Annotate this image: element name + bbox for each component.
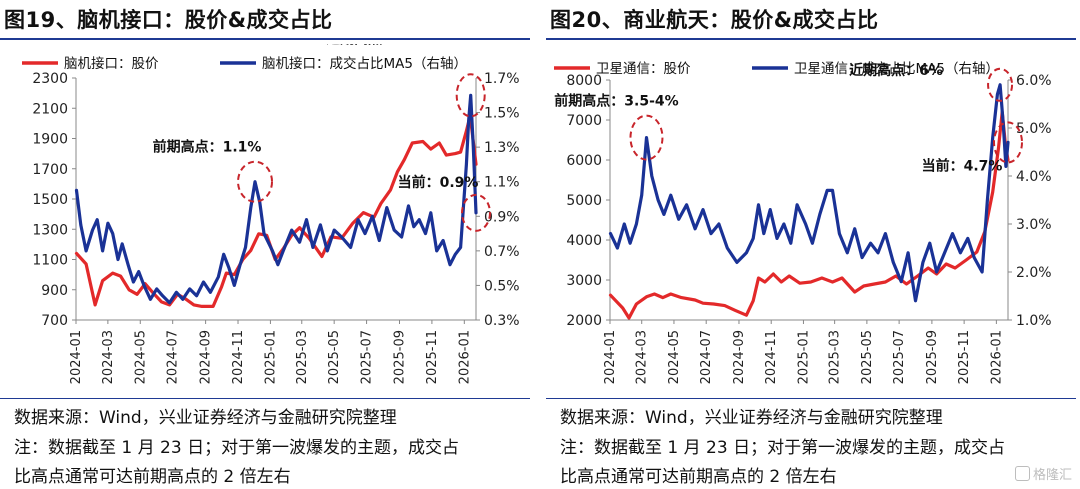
x-tick-label: 2025-11 <box>425 330 440 384</box>
chart-brain-computer-interface: 700 900 1100 1300 1500 1700 1900 2100 2300 0.3% 0.… <box>22 44 520 384</box>
annotation-circle <box>237 160 274 203</box>
y-left-tick-label: 1900 <box>32 132 68 148</box>
x-tick-label: 2024-11 <box>231 330 246 384</box>
annotation-label: 近期高点：1.1% <box>326 44 435 47</box>
y-left-tick-label: 1700 <box>32 162 68 178</box>
y-right-tick-label: 0.3% <box>484 313 520 329</box>
series-line-turnover-ratio <box>608 83 1010 303</box>
y-right-tick-label: 1.3% <box>484 140 520 156</box>
y-right-tick-label: 0.7% <box>484 244 520 260</box>
y-right-tick-label: 2.0% <box>1016 265 1052 281</box>
x-tick-label: 2026-01 <box>989 330 1004 384</box>
y-left-tick-label: 1500 <box>32 192 68 208</box>
x-tick-label: 2024-01 <box>603 330 618 384</box>
x-tick-label: 2024-01 <box>69 330 84 384</box>
annotation-label: 前期高点：1.1% <box>153 139 262 156</box>
x-tick-label: 2025-09 <box>393 330 408 384</box>
x-tick-label: 2025-11 <box>957 330 972 384</box>
title-divider <box>546 38 1076 40</box>
annotation-circle <box>461 193 491 232</box>
figure-title: 图20、商业航天：股价&成交占比 <box>550 8 879 32</box>
series-line-price <box>608 110 1010 320</box>
y-left-tick-label: 700 <box>41 313 68 329</box>
x-tick-label: 2025-07 <box>892 330 907 384</box>
legend-label: 脑机接口：成交占比MA5（右轴） <box>262 55 467 72</box>
x-tick-label: 2025-03 <box>828 330 843 384</box>
watermark-logo-icon <box>1014 466 1030 481</box>
annotation-label: 近期高点：6% <box>849 62 943 79</box>
source-note: 数据来源：Wind，兴业证券经济与金融研究院整理 <box>14 408 397 428</box>
y-left-tick-label: 8000 <box>566 73 602 89</box>
y-left-tick-label: 7000 <box>566 113 602 129</box>
series-line-turnover-ratio <box>74 93 478 305</box>
y-right-tick-label: 0.9% <box>484 209 520 225</box>
y-right-tick-label: 1.1% <box>484 175 520 191</box>
legend-label: 卫星通信：股价 <box>596 61 691 77</box>
y-left-tick-label: 1300 <box>32 222 68 238</box>
y-right-tick-label: 5.0% <box>1016 121 1052 137</box>
y-left-tick-label: 3000 <box>566 273 602 289</box>
y-left-tick-label: 5000 <box>566 193 602 209</box>
watermark: 格隆汇 <box>1014 464 1072 483</box>
x-tick-label: 2025-09 <box>925 330 940 384</box>
y-right-tick-label: 6.0% <box>1016 73 1052 89</box>
y-left-tick-label: 2000 <box>566 313 602 329</box>
y-right-tick-label: 0.5% <box>484 278 520 294</box>
y-right-tick-label: 4.0% <box>1016 169 1052 185</box>
y-left-tick-label: 2300 <box>32 71 68 87</box>
legend-label: 脑机接口：股价 <box>64 55 159 72</box>
x-tick-label: 2025-05 <box>327 330 342 384</box>
y-left-tick-label: 4000 <box>566 233 602 249</box>
y-right-tick-label: 3.0% <box>1016 217 1052 233</box>
x-tick-label: 2025-01 <box>796 330 811 384</box>
x-tick-label: 2024-09 <box>199 330 214 384</box>
footnote-line-1: 注：数据截至 1 月 23 日；对于第一波爆发的主题，成交占 <box>14 438 460 458</box>
x-tick-label: 2024-07 <box>699 330 714 384</box>
figure-title: 图19、脑机接口：股价&成交占比 <box>4 8 333 32</box>
y-left-tick-label: 6000 <box>566 153 602 169</box>
annotation-label: 前期高点：3.5-4% <box>554 93 678 110</box>
x-tick-label: 2024-07 <box>166 330 181 384</box>
panel-brain-computer-interface: 图19、脑机接口：股价&成交占比 700 900 1100 1300 1500 1700 1… <box>0 0 530 489</box>
footnote-line-2: 比高点通常可达前期高点的 2 倍左右 <box>14 467 291 487</box>
annotation-label: 当前：0.9% <box>398 174 479 191</box>
x-tick-label: 2025-01 <box>263 330 278 384</box>
x-tick-label: 2024-05 <box>133 330 148 384</box>
annotation-label: 当前：4.7% <box>922 157 1003 174</box>
chart-commercial-aerospace: 2000 3000 4000 5000 6000 7000 8000 1.0% 2.0% 3.0%… <box>554 60 1052 384</box>
x-tick-label: 2025-03 <box>295 330 310 384</box>
x-tick-label: 2025-07 <box>360 330 375 384</box>
footer-divider <box>546 398 1076 399</box>
y-right-tick-label: 1.0% <box>1016 313 1052 329</box>
title-divider <box>0 38 530 40</box>
y-left-tick-label: 900 <box>41 283 68 299</box>
y-right-tick-label: 1.5% <box>484 106 520 122</box>
x-tick-label: 2024-03 <box>635 330 650 384</box>
footnote-line-2: 比高点通常可达前期高点的 2 倍左右 <box>560 467 837 487</box>
x-tick-label: 2024-09 <box>732 330 747 384</box>
x-tick-label: 2024-11 <box>764 330 779 384</box>
x-tick-label: 2026-01 <box>457 330 472 384</box>
legend-label: 卫星通信：成交占比MA5（右轴） <box>794 60 999 77</box>
x-tick-label: 2024-03 <box>101 330 116 384</box>
footnote-line-1: 注：数据截至 1 月 23 日；对于第一波爆发的主题，成交占 <box>560 438 1006 458</box>
annotation-circle <box>629 114 664 161</box>
annotation-circle <box>987 67 1014 102</box>
y-left-tick-label: 2100 <box>32 101 68 117</box>
y-right-tick-label: 1.7% <box>484 71 520 87</box>
x-tick-label: 2024-05 <box>667 330 682 384</box>
x-tick-label: 2025-05 <box>860 330 875 384</box>
source-note: 数据来源：Wind，兴业证券经济与金融研究院整理 <box>560 408 943 428</box>
panel-commercial-aerospace: 图20、商业航天：股价&成交占比 2000 3000 4000 5000 6000 700… <box>546 0 1076 489</box>
watermark-text: 格隆汇 <box>1032 468 1072 483</box>
footer-divider <box>0 398 530 399</box>
y-left-tick-label: 1100 <box>32 253 68 269</box>
annotation-circle <box>455 73 486 118</box>
